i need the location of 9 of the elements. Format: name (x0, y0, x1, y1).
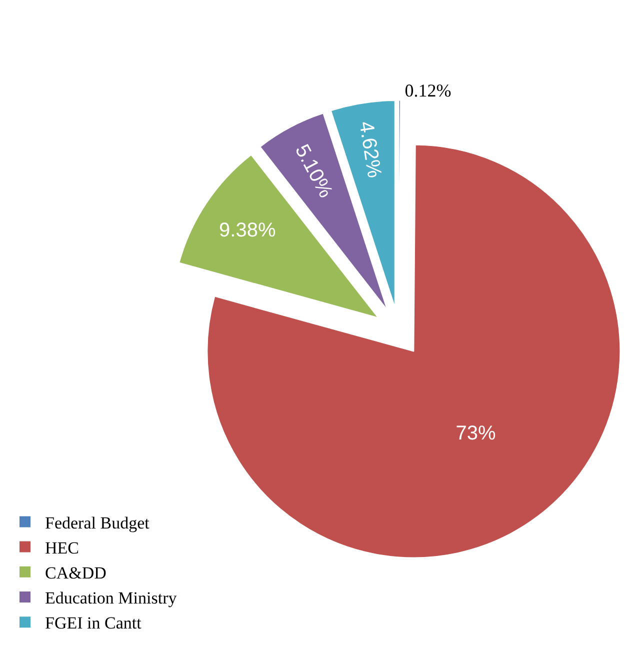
legend-label: HEC (45, 538, 79, 558)
legend-label: Federal Budget (45, 513, 150, 532)
legend-label: CA&DD (45, 564, 106, 583)
legend-label: Education Ministry (45, 588, 178, 608)
data-label: 9.38% (219, 219, 276, 242)
data-label: 4.62% (354, 120, 386, 180)
data-label: 73% (456, 422, 496, 445)
data-label: 0.12% (404, 80, 452, 100)
legend-label: FGEI in Cantt (45, 614, 142, 633)
